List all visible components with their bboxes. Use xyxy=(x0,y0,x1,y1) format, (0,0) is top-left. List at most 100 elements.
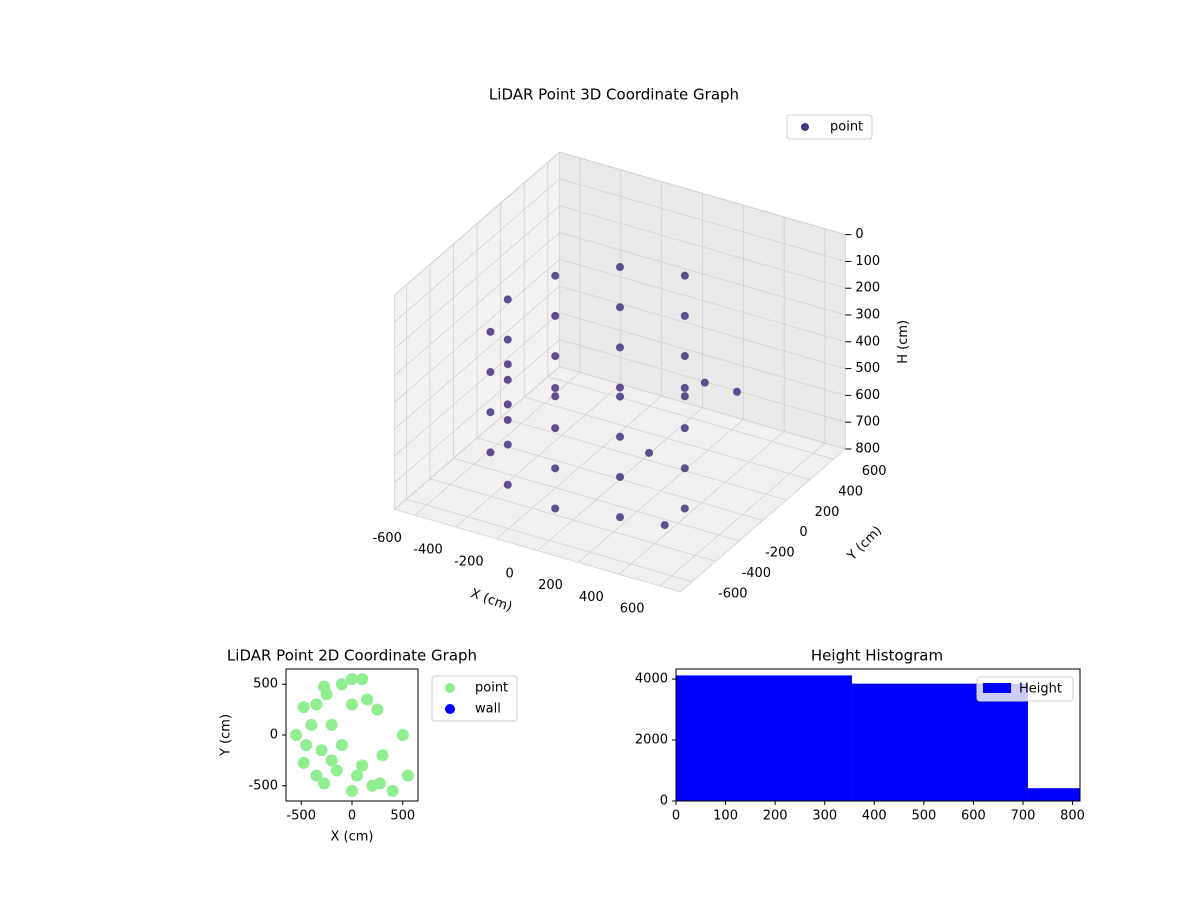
z-axis-label: H (cm) xyxy=(896,320,911,364)
bar xyxy=(851,683,1028,801)
point xyxy=(733,387,742,396)
legend-label: point xyxy=(475,681,508,696)
point xyxy=(503,415,512,424)
point xyxy=(335,678,348,691)
point xyxy=(680,352,689,361)
point xyxy=(486,408,495,417)
grid-line xyxy=(394,205,560,349)
y-tick-label: 400 xyxy=(838,484,863,499)
point xyxy=(371,703,384,716)
point xyxy=(320,688,333,701)
point xyxy=(346,784,358,797)
y-tick-label: 2000 xyxy=(635,733,668,748)
point xyxy=(300,739,313,752)
point xyxy=(305,718,318,731)
legend-marker xyxy=(445,704,455,714)
point xyxy=(335,739,348,752)
point xyxy=(680,424,689,433)
legend-marker xyxy=(801,123,809,131)
point xyxy=(366,779,379,792)
chart-title: Height Histogram xyxy=(811,647,943,665)
point xyxy=(551,392,560,401)
point xyxy=(401,769,414,782)
point xyxy=(615,303,624,312)
point xyxy=(551,424,560,433)
point xyxy=(310,698,323,711)
point xyxy=(356,673,369,686)
grid-line xyxy=(394,285,560,430)
point xyxy=(361,693,374,706)
point xyxy=(318,777,331,790)
y-tick-label: -400 xyxy=(742,566,772,581)
legend: Height xyxy=(976,676,1074,702)
y-tick-label: -500 xyxy=(248,778,278,793)
point xyxy=(315,744,328,757)
point xyxy=(297,756,310,769)
y-axis-label: Y (cm) xyxy=(844,523,885,564)
y-tick-label: 4000 xyxy=(635,672,668,687)
y-tick-label: 600 xyxy=(862,464,887,479)
point xyxy=(615,263,624,272)
point xyxy=(551,352,560,361)
x-tick-label: 200 xyxy=(763,809,788,824)
grid-line xyxy=(394,232,560,376)
point xyxy=(660,521,669,530)
x-tick-label: 400 xyxy=(579,590,604,605)
grid-line xyxy=(559,205,846,289)
y-tick-label: 0 xyxy=(270,728,278,743)
x-tick-label: 300 xyxy=(812,809,837,824)
y-tick-label: 0 xyxy=(799,525,807,540)
x-tick-label: 0 xyxy=(506,566,514,581)
point xyxy=(297,701,310,714)
z-tick-label: 500 xyxy=(855,361,880,376)
legend-marker xyxy=(445,683,455,693)
point xyxy=(310,769,323,782)
point xyxy=(290,729,303,741)
y-tick-label: -200 xyxy=(765,546,795,561)
legend-marker xyxy=(983,683,1011,693)
point xyxy=(503,375,512,384)
x-tick-label: 600 xyxy=(620,602,645,617)
x-axis-label: X (cm) xyxy=(331,830,374,845)
point xyxy=(346,698,358,711)
x-tick-label: -400 xyxy=(413,543,443,558)
z-tick-label: 600 xyxy=(855,388,880,403)
grid-line xyxy=(394,366,560,510)
point xyxy=(680,504,689,513)
grid-line xyxy=(394,178,560,323)
grid-line xyxy=(559,232,846,316)
point xyxy=(551,271,560,280)
point xyxy=(680,464,689,473)
point xyxy=(700,378,709,387)
point xyxy=(396,729,409,741)
grid-line xyxy=(394,312,560,457)
point xyxy=(386,784,399,797)
x-tick-label: 100 xyxy=(713,809,738,824)
x-tick-label: 600 xyxy=(961,809,986,824)
point xyxy=(680,383,689,392)
grid-line xyxy=(524,396,811,480)
x-tick-label: 700 xyxy=(1011,809,1036,824)
x-tick-label: -500 xyxy=(286,809,316,824)
point xyxy=(615,343,624,352)
point xyxy=(356,759,369,772)
legend-label: wall xyxy=(475,702,501,717)
point xyxy=(376,749,389,762)
point xyxy=(616,472,625,481)
x-tick-label: 500 xyxy=(911,809,936,824)
point xyxy=(351,769,364,782)
z-tick-label: 100 xyxy=(855,254,880,269)
point xyxy=(616,392,625,401)
grid-line xyxy=(429,478,716,562)
point xyxy=(615,383,624,392)
point xyxy=(503,400,512,409)
point xyxy=(551,464,560,473)
grid-line xyxy=(559,151,846,236)
x-tick-label: 500 xyxy=(390,809,415,824)
y-axis-label: Y (cm) xyxy=(219,714,234,757)
point xyxy=(645,448,654,457)
grid-line xyxy=(559,312,846,396)
grid-line xyxy=(500,417,787,501)
legend-frame xyxy=(786,114,873,140)
